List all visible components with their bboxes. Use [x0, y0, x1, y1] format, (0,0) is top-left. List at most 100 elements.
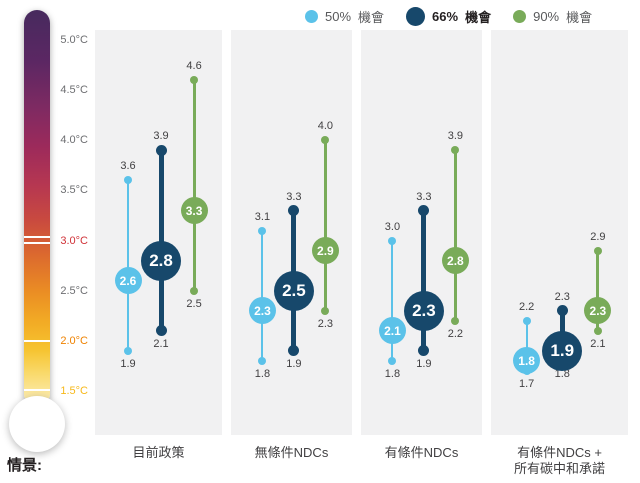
range-high-label-p66: 3.9 [153, 130, 169, 143]
mid-value-p66: 2.8 [141, 240, 182, 281]
range-high-dot-p90 [190, 76, 199, 85]
legend-item-50: 50% 機會 [305, 7, 384, 26]
mid-value-p50: 2.3 [248, 297, 276, 325]
legend-label-90-word: 機會 [566, 10, 593, 25]
range-high-dot-p66 [418, 205, 430, 216]
range-low-label-p66: 2.1 [153, 337, 169, 350]
range-high-dot-p50 [522, 316, 531, 325]
range-line-p66 [421, 210, 427, 351]
range-high-dot-p50 [124, 176, 133, 185]
range-low-label-p50: 1.8 [384, 367, 401, 380]
range-low-dot-p50 [124, 346, 133, 355]
range-high-dot-p90 [451, 146, 460, 155]
mid-value-p50: 2.6 [114, 267, 142, 295]
range-low-label-p50: 1.9 [120, 357, 136, 370]
range-high-label-p66: 3.3 [286, 190, 302, 203]
mid-value-p50: 2.1 [378, 317, 406, 345]
range-low-label-p90: 2.5 [186, 297, 202, 310]
axis-tick-label: 2.5°C [60, 284, 88, 297]
range-high-label-p66: 2.3 [554, 290, 570, 303]
range-low-label-p66: 1.9 [286, 357, 302, 370]
thermometer-scale-mark [24, 236, 50, 238]
mid-value-p90: 2.3 [584, 297, 612, 325]
legend-label-50-pct: 50% [325, 9, 352, 24]
range-low-dot-p50 [258, 356, 267, 365]
range-high-dot-p66 [288, 205, 300, 216]
range-low-label-p50: 1.7 [518, 377, 535, 390]
range-line-p90 [453, 150, 457, 321]
scenario-label: 有條件NDCs + 所有碳中和承諾 [513, 445, 605, 476]
range-low-label-p66: 1.8 [554, 367, 570, 380]
range-line-p66 [158, 150, 164, 331]
axis-tick-label: 3.5°C [60, 184, 88, 197]
legend-dot-50-icon [305, 10, 318, 23]
scenario-panel [95, 30, 222, 435]
mid-value-p90: 2.9 [311, 237, 339, 265]
legend-label-50-word: 機會 [358, 10, 385, 25]
thermometer-scale-mark [24, 340, 50, 342]
legend-dot-66-icon [406, 7, 426, 26]
range-high-dot-p66 [155, 144, 167, 156]
scenario-caption: 情景: [7, 457, 42, 474]
range-high-label-p50: 2.2 [518, 300, 535, 313]
thermometer-bulb [9, 396, 65, 452]
range-low-dot-p50 [388, 356, 397, 365]
mid-value-p90: 3.3 [180, 197, 208, 224]
range-high-label-p50: 3.6 [120, 160, 136, 173]
range-line-p50 [261, 230, 264, 361]
range-low-dot-p66 [288, 345, 300, 357]
mid-value-p66: 2.5 [273, 270, 314, 311]
scenario-label: 有條件NDCs [384, 445, 459, 460]
axis-tick-label: 3.0°C [60, 234, 88, 247]
legend: 50% 機會 66% 機會 90% 機會 [305, 7, 592, 26]
legend-item-90: 90% 機會 [513, 7, 592, 26]
range-high-dot-p66 [556, 305, 568, 317]
range-line-p90 [596, 250, 600, 331]
axis-tick-label: 4.5°C [60, 84, 88, 97]
thermometer-scale-mark [24, 242, 50, 244]
range-high-label-p50: 3.1 [254, 210, 271, 223]
range-line-p50 [525, 320, 528, 371]
range-low-dot-p90 [321, 306, 330, 315]
range-low-label-p50: 1.8 [254, 367, 271, 380]
scenario-label: 無條件NDCs [254, 445, 329, 460]
range-high-label-p50: 3.0 [384, 220, 401, 233]
range-low-label-p90: 2.1 [590, 337, 606, 350]
mid-value-p90: 2.8 [441, 247, 469, 275]
range-high-label-p90: 3.9 [447, 130, 464, 143]
range-low-dot-p66 [418, 345, 430, 357]
legend-item-66: 66% 機會 [406, 7, 491, 26]
mid-value-p66: 2.3 [403, 290, 444, 331]
range-high-label-p90: 2.9 [590, 230, 606, 243]
legend-label-90-pct: 90% [533, 9, 560, 24]
range-line-p90 [323, 140, 327, 311]
range-line-p50 [391, 240, 394, 361]
range-low-dot-p90 [190, 286, 199, 295]
range-low-label-p90: 2.3 [317, 317, 334, 330]
axis-tick-label: 2.0°C [60, 334, 88, 347]
range-line-p50 [127, 180, 130, 351]
range-high-dot-p50 [258, 226, 267, 235]
thermometer-tube [24, 10, 50, 400]
axis-tick-label: 4.0°C [60, 134, 88, 147]
legend-dot-90-icon [513, 10, 527, 23]
thermometer-scale-mark [24, 389, 50, 391]
range-low-dot-p90 [593, 326, 602, 335]
range-line-p90 [192, 80, 196, 291]
legend-label-66-pct: 66% [432, 9, 459, 24]
range-high-dot-p90 [593, 246, 602, 255]
range-low-label-p90: 2.2 [447, 327, 464, 340]
mid-value-p66: 1.9 [542, 330, 583, 371]
range-high-label-p66: 3.3 [416, 190, 432, 203]
range-high-dot-p90 [321, 136, 330, 145]
legend-label-66-word: 機會 [465, 10, 492, 25]
mid-value-p50: 1.8 [513, 347, 541, 375]
range-low-label-p66: 1.9 [416, 357, 432, 370]
range-high-dot-p50 [388, 236, 397, 245]
range-low-dot-p90 [451, 316, 460, 325]
axis-tick-label: 5.0°C [60, 34, 88, 46]
range-low-dot-p66 [155, 325, 167, 337]
range-high-label-p90: 4.6 [186, 60, 202, 73]
scenario-label: 目前政策 [132, 445, 185, 460]
